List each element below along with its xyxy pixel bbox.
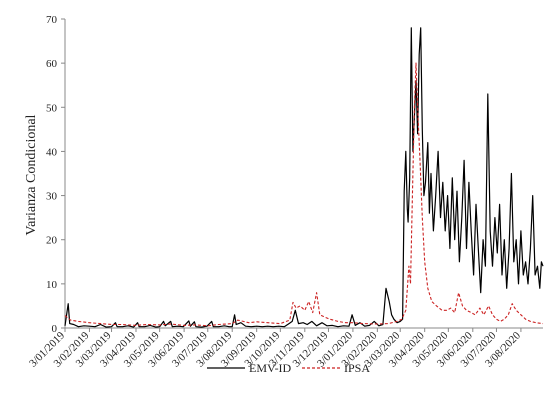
series-line-ipsa bbox=[64, 62, 544, 327]
y-tick-label: 50 bbox=[46, 102, 58, 114]
y-tick-label: 60 bbox=[46, 58, 58, 70]
series-line-emv-id bbox=[64, 27, 544, 328]
y-tick-label: 70 bbox=[46, 14, 58, 26]
y-tick-label: 0 bbox=[52, 323, 58, 335]
y-tick-label: 10 bbox=[46, 279, 58, 291]
plot-area bbox=[64, 19, 543, 329]
y-tick-label: 20 bbox=[46, 235, 58, 247]
y-tick-label: 40 bbox=[46, 146, 58, 158]
y-axis-title: Varianza Condicional bbox=[24, 114, 39, 235]
y-axis-ticks: 0 10 20 30 40 50 60 70 bbox=[46, 14, 65, 335]
legend-label-emv-id: EMV-ID bbox=[249, 361, 292, 375]
legend-label-ipsa: IPSA bbox=[344, 361, 370, 375]
series-layer bbox=[64, 27, 544, 328]
legend: EMV-ID IPSA bbox=[207, 361, 370, 375]
y-tick-label: 30 bbox=[46, 191, 58, 203]
